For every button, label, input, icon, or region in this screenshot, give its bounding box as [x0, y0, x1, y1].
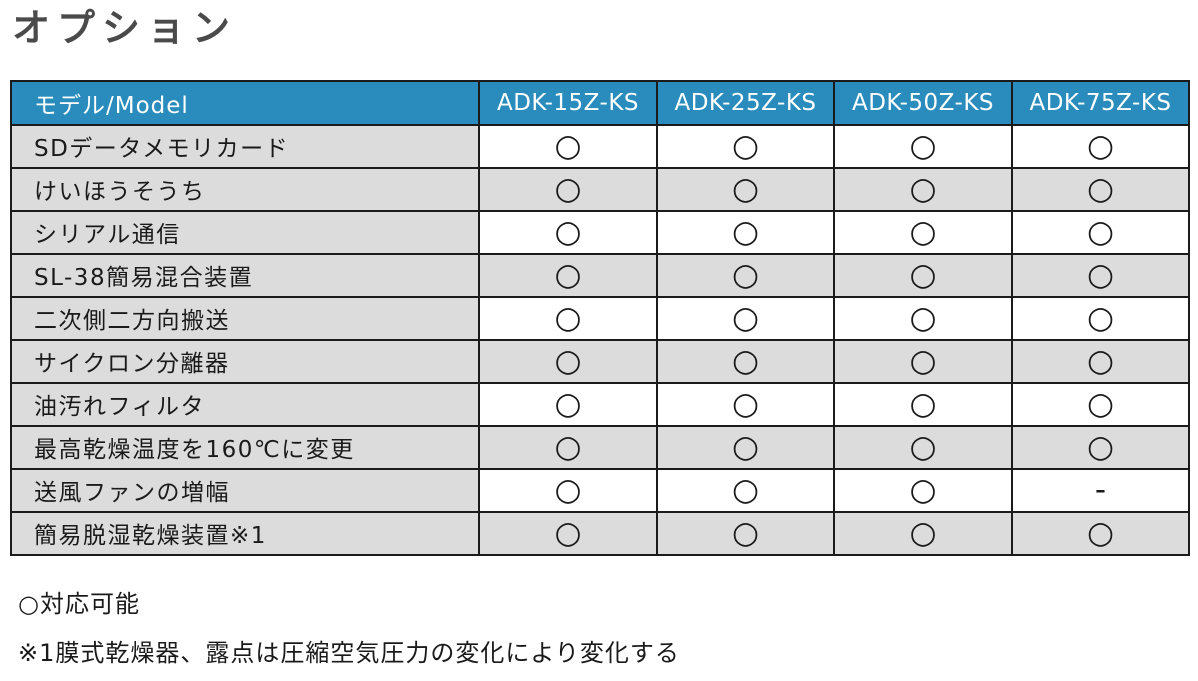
table-row: 最高乾燥温度を160℃に変更 ○ ○ ○ ○: [10, 424, 1190, 470]
col-header-adk-25z-ks: ADK-25Z-KS: [656, 79, 835, 126]
table-row: 二次側二方向搬送 ○ ○ ○ ○: [10, 295, 1190, 341]
page-title: オプション: [12, 6, 238, 50]
option-availability-cell: ○: [833, 424, 1013, 470]
option-availability-cell: ○: [478, 123, 658, 169]
option-availability-cell: ○: [1011, 166, 1190, 212]
option-availability-cell: ○: [1011, 209, 1190, 255]
footnote-1: ※1膜式乾燥器、露点は圧縮空気圧力の変化により変化する: [18, 638, 680, 667]
row-label: 油汚れフィルタ: [10, 381, 480, 427]
table-row: けいほうそうち ○ ○ ○ ○: [10, 166, 1190, 212]
option-availability-cell: ○: [1011, 424, 1190, 470]
option-availability-cell: ○: [833, 510, 1013, 556]
table-row: サイクロン分離器 ○ ○ ○ ○: [10, 338, 1190, 384]
option-availability-cell: ○: [1011, 381, 1190, 427]
option-availability-cell: ○: [833, 295, 1013, 341]
option-availability-cell: ○: [833, 166, 1013, 212]
option-availability-cell: ○: [656, 252, 835, 298]
option-availability-cell: ○: [833, 381, 1013, 427]
row-label: SDデータメモリカード: [10, 123, 480, 169]
option-availability-cell: ○: [656, 424, 835, 470]
col-header-adk-15z-ks: ADK-15Z-KS: [478, 79, 658, 126]
option-availability-cell: -: [1011, 467, 1190, 513]
table-row: 送風ファンの増幅 ○ ○ ○ -: [10, 467, 1190, 513]
option-availability-cell: ○: [478, 510, 658, 556]
option-availability-cell: ○: [833, 209, 1013, 255]
row-label: けいほうそうち: [10, 166, 480, 212]
option-availability-cell: ○: [478, 424, 658, 470]
option-availability-cell: ○: [656, 338, 835, 384]
col-header-adk-75z-ks: ADK-75Z-KS: [1011, 79, 1190, 126]
option-availability-cell: ○: [478, 338, 658, 384]
col-header-model: モデル/Model: [10, 79, 480, 126]
row-label: 送風ファンの増幅: [10, 467, 480, 513]
option-availability-cell: ○: [833, 252, 1013, 298]
option-availability-cell: ○: [478, 252, 658, 298]
row-label: サイクロン分離器: [10, 338, 480, 384]
table-header-row: モデル/Model ADK-15Z-KS ADK-25Z-KS ADK-50Z-…: [10, 79, 1190, 126]
option-availability-cell: ○: [656, 166, 835, 212]
option-availability-cell: ○: [656, 381, 835, 427]
option-availability-cell: ○: [1011, 295, 1190, 341]
option-availability-cell: ○: [833, 123, 1013, 169]
option-availability-cell: ○: [478, 467, 658, 513]
legend-note: ○対応可能: [18, 589, 140, 618]
row-label: 二次側二方向搬送: [10, 295, 480, 341]
option-availability-cell: ○: [833, 338, 1013, 384]
row-label: 最高乾燥温度を160℃に変更: [10, 424, 480, 470]
footnotes: ○対応可能 ※1膜式乾燥器、露点は圧縮空気圧力の変化により変化する: [18, 584, 1198, 668]
row-label: 簡易脱湿乾燥装置※1: [10, 510, 480, 556]
option-availability-cell: ○: [656, 467, 835, 513]
option-availability-cell: ○: [656, 209, 835, 255]
row-label: シリアル通信: [10, 209, 480, 255]
option-availability-cell: ○: [656, 510, 835, 556]
option-availability-cell: ○: [656, 123, 835, 169]
option-availability-cell: ○: [478, 381, 658, 427]
option-availability-cell: ○: [1011, 338, 1190, 384]
option-availability-cell: ○: [1011, 123, 1190, 169]
option-availability-cell: ○: [656, 295, 835, 341]
table-row: 簡易脱湿乾燥装置※1 ○ ○ ○ ○: [10, 510, 1190, 556]
table-row: SL-38簡易混合装置 ○ ○ ○ ○: [10, 252, 1190, 298]
option-availability-cell: ○: [1011, 252, 1190, 298]
row-label: SL-38簡易混合装置: [10, 252, 480, 298]
col-header-adk-50z-ks: ADK-50Z-KS: [833, 79, 1013, 126]
option-availability-cell: ○: [833, 467, 1013, 513]
option-availability-cell: ○: [1011, 510, 1190, 556]
table-row: SDデータメモリカード ○ ○ ○ ○: [10, 123, 1190, 169]
options-table: モデル/Model ADK-15Z-KS ADK-25Z-KS ADK-50Z-…: [10, 79, 1190, 556]
option-availability-cell: ○: [478, 209, 658, 255]
table-row: 油汚れフィルタ ○ ○ ○ ○: [10, 381, 1190, 427]
option-availability-cell: ○: [478, 166, 658, 212]
option-availability-cell: ○: [478, 295, 658, 341]
table-row: シリアル通信 ○ ○ ○ ○: [10, 209, 1190, 255]
